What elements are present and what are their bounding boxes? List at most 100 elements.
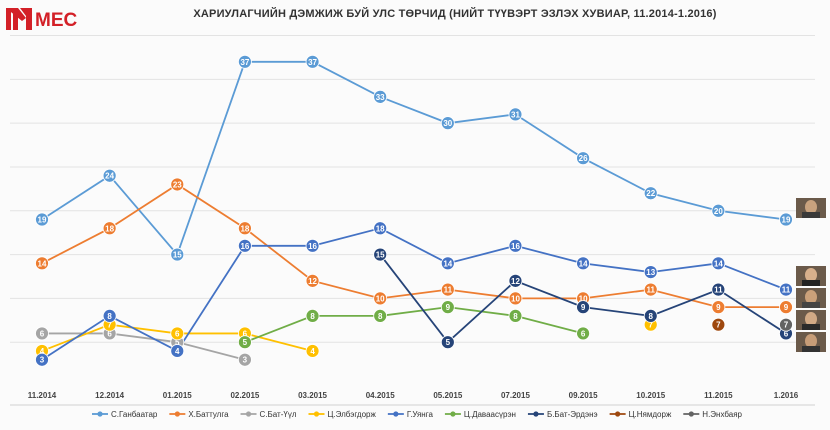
data-label: 12	[511, 277, 520, 286]
data-point: 30	[440, 116, 455, 131]
chart-title: ХАРИУЛАГЧИЙН ДЭМЖИЖ БУЙ УЛС ТӨРЧИД (НИЙТ…	[193, 8, 717, 20]
legend-item: Б.Бат-Эрдэнэ	[527, 410, 598, 419]
data-label: 11	[444, 286, 453, 295]
data-point: 11	[711, 282, 726, 297]
data-label: 22	[646, 189, 655, 198]
data-point: 14	[35, 256, 49, 271]
legend-item: Н.Энхбаяр	[683, 410, 743, 419]
data-point: 3	[35, 352, 49, 367]
x-tick-label: 11.2015	[704, 391, 733, 400]
data-label: 6	[175, 329, 180, 338]
series-line	[41, 60, 787, 257]
data-label: 4	[310, 347, 315, 356]
data-label: 33	[376, 93, 385, 102]
portrait-photo	[796, 288, 826, 308]
data-label: 6	[107, 329, 112, 338]
data-point: 20	[711, 203, 726, 218]
x-tick-label: 01.2015	[163, 391, 192, 400]
data-point: 8	[643, 309, 658, 323]
legend-label: Ц.Даваасүрэн	[464, 410, 516, 419]
data-point: 37	[305, 54, 320, 69]
data-label: 18	[240, 224, 249, 233]
series-line	[244, 306, 584, 344]
legend-label: Х.Баттулга	[188, 410, 229, 419]
data-point: 16	[238, 238, 252, 253]
legend-item: Ц.Элбэгдорж	[308, 410, 377, 419]
data-label: 24	[105, 172, 114, 181]
data-label: 16	[511, 242, 520, 251]
data-label: 19	[782, 216, 791, 225]
data-point: 22	[643, 186, 658, 201]
data-label: 9	[581, 303, 586, 312]
data-label: 15	[173, 251, 182, 260]
data-label: 3	[40, 356, 45, 365]
data-label: 7	[107, 321, 112, 330]
x-tick-label: 10.2015	[636, 391, 665, 400]
data-point: 14	[711, 256, 726, 271]
legend-item: Г.Уянга	[387, 410, 434, 419]
portrait-photo	[796, 198, 826, 218]
x-tick-label: 03.2015	[298, 391, 327, 400]
data-label: 20	[714, 207, 723, 216]
data-label: 5	[446, 338, 451, 347]
legend-label: Ц.Нямдорж	[629, 410, 672, 419]
legend-item: Х.Баттулга	[169, 410, 229, 419]
x-tick-label: 07.2015	[501, 391, 530, 400]
data-label: 23	[173, 180, 182, 189]
data-point: 5	[238, 335, 252, 350]
legend-label: Г.Уянга	[407, 410, 434, 419]
data-point: 9	[779, 300, 793, 315]
legend-label: Б.Бат-Эрдэнэ	[547, 410, 598, 419]
data-point: 7	[711, 317, 726, 332]
data-label: 8	[378, 312, 383, 321]
x-tick-label: 02.2015	[230, 391, 259, 400]
data-point: 24	[102, 168, 117, 183]
portrait-photo	[796, 332, 826, 352]
data-label: 18	[376, 224, 385, 233]
data-point: 33	[373, 89, 388, 104]
data-point: 6	[170, 326, 185, 341]
data-point: 11	[643, 282, 658, 297]
data-point: 26	[576, 151, 590, 166]
data-point: 18	[373, 221, 388, 236]
data-point: 37	[238, 54, 252, 69]
data-label: 12	[308, 277, 317, 286]
data-label: 11	[782, 286, 791, 295]
legend-label: С.Ганбаатар	[111, 410, 158, 419]
data-label: 14	[579, 259, 588, 268]
x-tick-label: 1.2016	[774, 391, 799, 400]
data-point: 9	[711, 300, 726, 315]
data-label: 11	[714, 286, 723, 295]
legend-label: С.Бат-Үүл	[260, 410, 297, 419]
data-label: 3	[243, 356, 248, 365]
mec-logo: MEC	[4, 4, 84, 34]
data-point: 7	[779, 317, 793, 332]
data-point: 6	[35, 326, 49, 341]
data-point: 18	[238, 221, 252, 236]
data-label: 9	[716, 303, 721, 312]
data-point: 6	[576, 326, 590, 341]
data-label: 9	[784, 303, 789, 312]
portrait-photo	[796, 266, 826, 286]
data-point: 14	[440, 256, 455, 271]
portrait-photo	[796, 310, 826, 330]
data-label: 9	[446, 303, 451, 312]
data-label: 5	[175, 338, 180, 347]
data-point: 8	[373, 309, 388, 323]
data-label: 7	[784, 321, 789, 330]
data-label: 15	[376, 251, 385, 260]
logo-text: MEC	[35, 10, 78, 31]
data-label: 18	[105, 224, 114, 233]
data-point: 15	[170, 247, 185, 262]
legend-label: Ц.Элбэгдорж	[328, 410, 377, 419]
data-label: 16	[308, 242, 317, 251]
portraits	[796, 198, 826, 352]
data-point: 23	[170, 177, 185, 192]
data-label: 8	[513, 312, 518, 321]
data-point: 9	[440, 300, 455, 315]
data-point: 8	[102, 309, 117, 323]
data-label: 6	[40, 329, 45, 338]
legend: С.Ганбаатар Х.Баттулга С.Бат-Үүл Ц.Элбэгдор…	[92, 410, 743, 419]
data-point: 4	[305, 344, 320, 358]
